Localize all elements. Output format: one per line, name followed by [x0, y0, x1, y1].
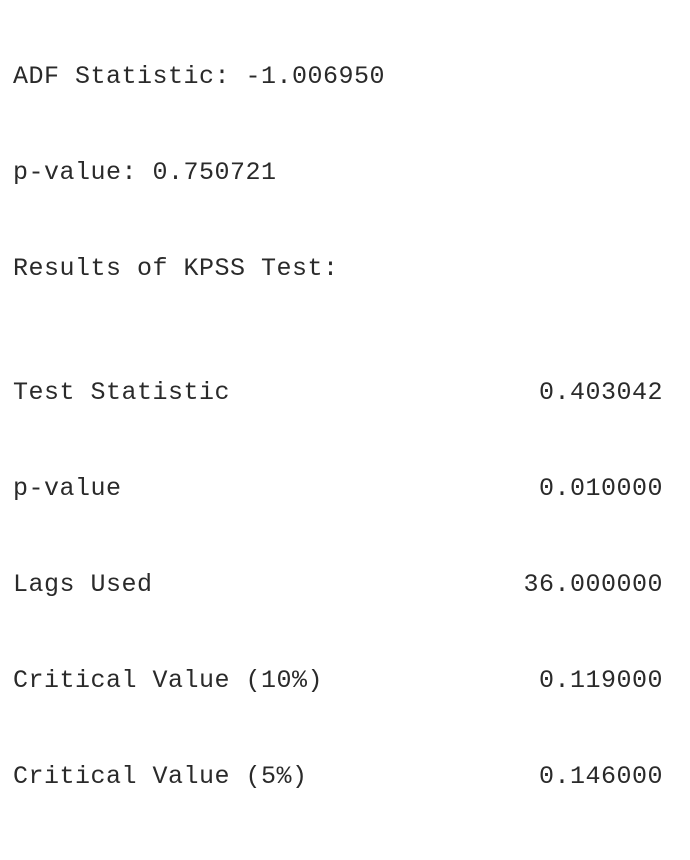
kpss-row-value: 0.146000	[538, 761, 663, 791]
kpss-row-value: 0.403042	[538, 378, 663, 408]
kpss-row-label: Critical Value (2.5%)	[13, 853, 339, 860]
console-output: ADF Statistic: -1.006950 p-value: 0.7507…	[13, 0, 663, 860]
adf-statistic-line: ADF Statistic: -1.006950	[13, 58, 663, 96]
kpss-row-label: Critical Value (5%)	[13, 761, 308, 791]
kpss-row-label: Critical Value (10%)	[13, 665, 324, 695]
kpss-row-critical-2-5: Critical Value (2.5%) 0.176000	[13, 853, 663, 860]
kpss-row-lags-used: Lags Used 36.000000	[13, 566, 663, 604]
kpss-header-line: Results of KPSS Test:	[13, 250, 663, 288]
kpss-row-pvalue: p-value 0.010000	[13, 470, 663, 508]
kpss-row-critical-5: Critical Value (5%) 0.146000	[13, 758, 663, 796]
kpss-row-label: Test Statistic	[13, 378, 231, 408]
adf-pvalue-line: p-value: 0.750721	[13, 154, 663, 192]
adf-pvalue-text: p-value: 0.750721	[13, 157, 277, 187]
kpss-row-test-statistic: Test Statistic 0.403042	[13, 374, 663, 412]
adf-statistic-text: ADF Statistic: -1.006950	[13, 62, 386, 91]
kpss-row-value: 0.010000	[538, 474, 663, 504]
kpss-row-label: p-value	[13, 474, 122, 504]
kpss-row-label: Lags Used	[13, 569, 153, 599]
kpss-row-value: 36.000000	[523, 569, 663, 599]
kpss-header-text: Results of KPSS Test:	[13, 253, 339, 283]
kpss-row-critical-10: Critical Value (10%) 0.119000	[13, 662, 663, 700]
kpss-row-value: 0.119000	[538, 665, 663, 695]
kpss-row-value: 0.176000	[539, 853, 663, 860]
